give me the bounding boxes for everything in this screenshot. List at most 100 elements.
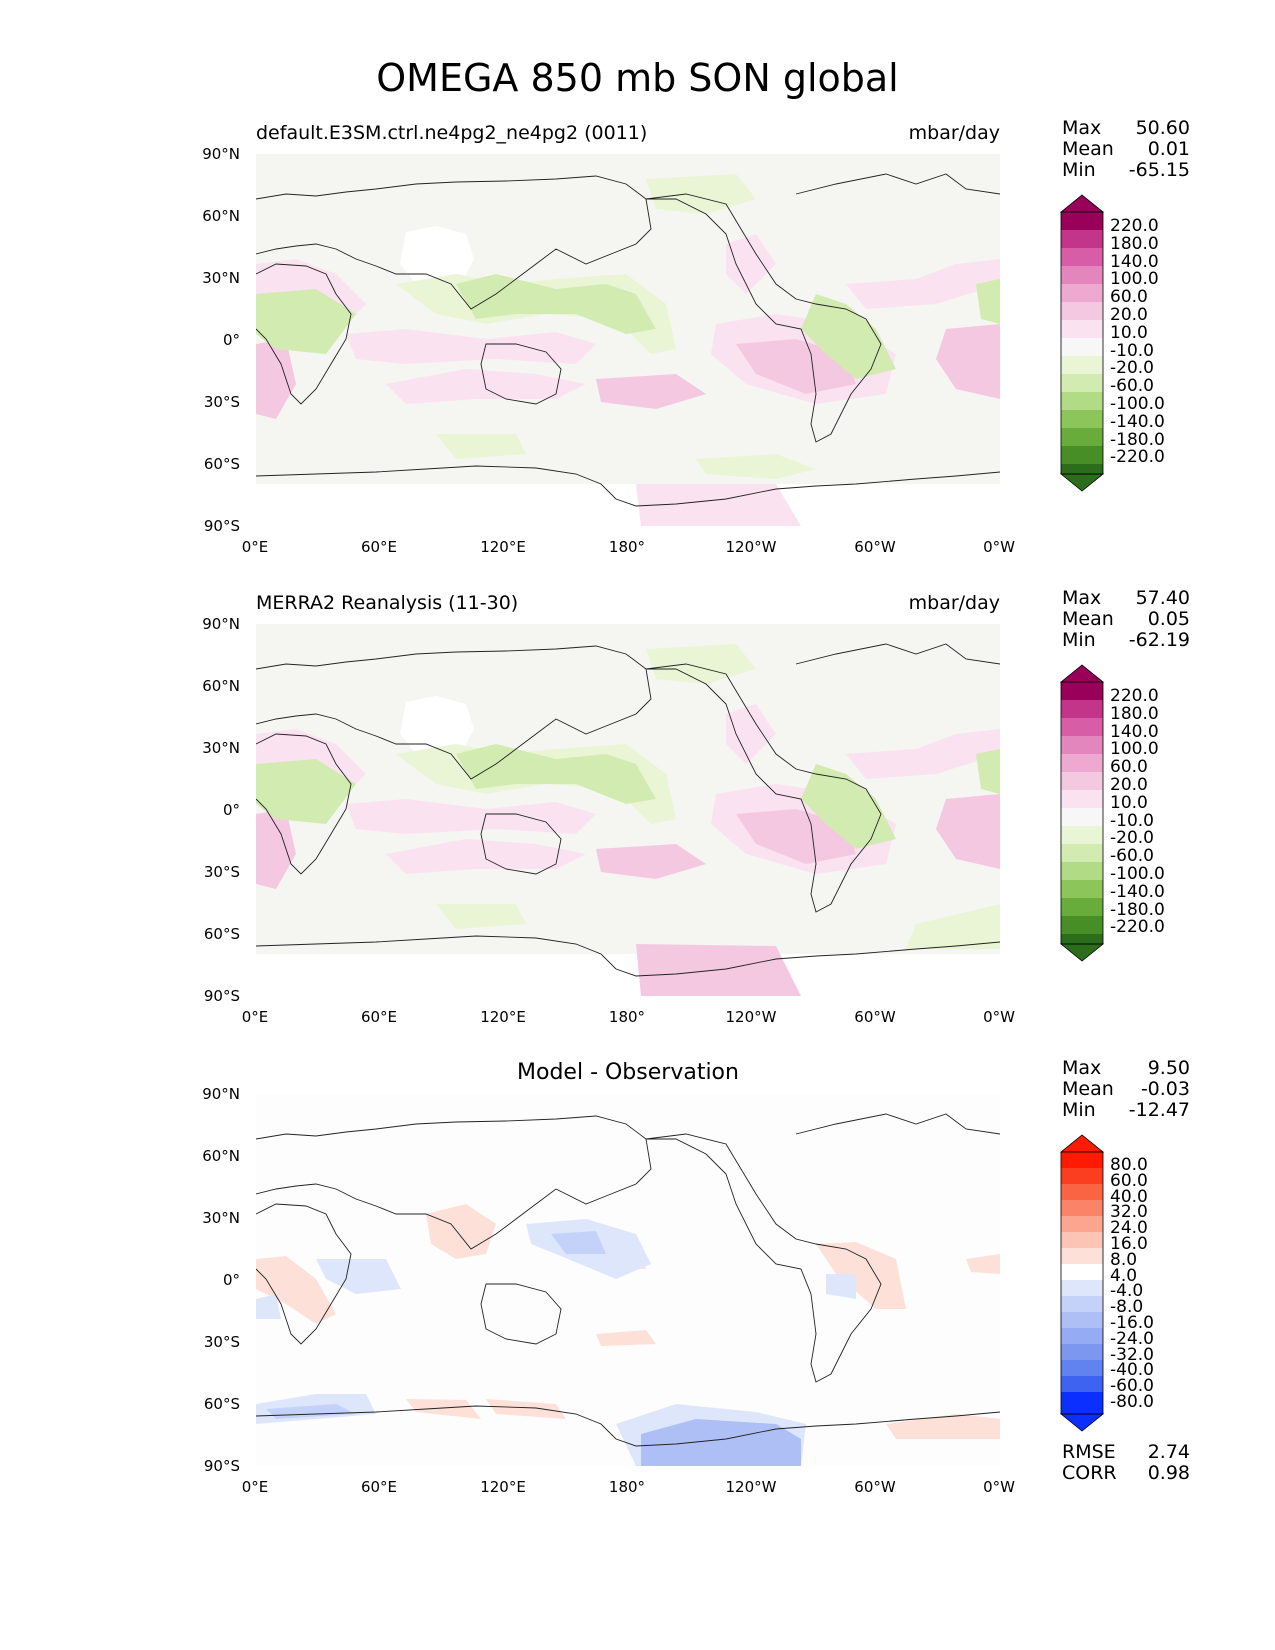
colorbar-label: 180.0 [1110,233,1159,254]
map-test-svg [255,154,1001,526]
panel-title-reference: MERRA2 Reanalysis (11-30) [256,592,519,614]
lon-tick: 0°E [241,1008,269,1026]
colorbar-swatch [1061,356,1103,374]
colorbar-swatch [1061,1184,1103,1200]
colorbar-extend-bottom [1059,473,1105,492]
colorbar-label: -20.0 [1110,358,1154,379]
lon-tick: 120°E [480,538,526,556]
colorbar-label: 180.0 [1110,703,1159,724]
stat-value: 2.74 [1147,1441,1190,1463]
lat-tick: 0° [222,1271,240,1289]
stat-value: -62.19 [1128,629,1190,651]
colorbar-extend-top [1059,194,1105,213]
contour-blue [256,1294,281,1319]
panel-title-difference: Model - Observation [517,1060,739,1085]
colorbar-difference-svg [1059,1134,1105,1432]
contour-green [436,904,526,929]
stat-label: Min [1062,1099,1096,1121]
colorbar-label: 4.0 [1110,1265,1138,1286]
colorbar-label: -24.0 [1110,1328,1154,1349]
contour-pink [386,839,586,874]
colorbar-extend-bottom [1059,1413,1105,1432]
colorbar-label: -4.0 [1110,1281,1144,1302]
lon-tick: 120°W [725,1008,777,1026]
panel-title-test: default.E3SM.ctrl.ne4pg2_ne4pg2 (0011) [256,122,648,144]
colorbar-label: -32.0 [1110,1344,1154,1365]
colorbar-label: 16.0 [1110,1233,1148,1254]
contour-pink [386,369,586,404]
lon-tick: 60°E [360,1008,398,1026]
colorbar-extend-bottom [1059,943,1105,962]
map-difference-svg [255,1094,1001,1466]
colorbar-swatch [1061,1264,1103,1280]
colorbar-swatch [1061,772,1103,790]
lat-tick: 90°S [203,987,240,1005]
colorbar-swatch [1061,1232,1103,1248]
contour-green [256,289,356,354]
stat-label: Mean [1062,608,1114,630]
colorbar-label: -20.0 [1110,828,1154,849]
colorbar-label: -140.0 [1110,411,1165,432]
contour-green [256,759,356,824]
stat-value: 0.01 [1147,138,1190,160]
colorbar-label: -180.0 [1110,429,1165,450]
colorbar-label: 60.0 [1110,757,1148,778]
colorbar-label: -40.0 [1110,1360,1154,1381]
colorbar-swatch [1061,446,1103,464]
stat-value: 9.50 [1147,1057,1190,1079]
colorbar-swatch [1061,934,1103,944]
lat-tick: 90°S [203,517,240,535]
colorbar-swatch [1061,826,1103,844]
lat-tick: 60°N [202,207,240,225]
contour-red [256,1256,336,1324]
colorbar-swatch [1061,1152,1103,1168]
colorbar-label: -80.0 [1110,1391,1154,1412]
colorbar-label: 20.0 [1110,774,1148,795]
antarctica-mask [256,954,1000,996]
colorbar-swatch [1061,916,1103,934]
colorbar-label: 80.0 [1110,1155,1148,1175]
lat-tick: 90°S [203,1457,240,1475]
contour-pink [256,339,296,419]
lon-tick: 60°E [360,1478,398,1496]
contour-green [976,749,1000,794]
lon-tick: 0°W [983,1478,1015,1496]
colorbar-label: 100.0 [1110,269,1159,290]
lon-tick: 0°W [983,538,1015,556]
colorbar-difference [1059,1134,1110,1436]
colorbar-swatch [1061,248,1103,266]
colorbar-label: 60.0 [1110,1170,1148,1191]
contour-pink [936,324,1000,399]
contour-pink [636,484,801,526]
colorbar-extend-top [1059,664,1105,683]
contour-pink [346,799,596,834]
lat-tick: 60°N [202,1147,240,1165]
contour-blue [316,1259,401,1294]
contour-red [426,1204,496,1259]
lat-tick: 30°S [203,1333,240,1351]
colorbar-swatch [1061,410,1103,428]
colorbar-swatch [1061,338,1103,356]
coastlines [255,643,1001,977]
colorbar-label: 10.0 [1110,322,1148,343]
contour-pink [846,729,1000,779]
contour-pink [936,794,1000,869]
stat-label: RMSE [1062,1441,1116,1463]
colorbar-swatch [1061,320,1103,338]
colorbar-label: -100.0 [1110,393,1165,414]
lon-tick: 120°W [725,1478,777,1496]
stats-test: Max 50.60 Mean 0.01 Min -65.15 [1062,118,1190,181]
lat-tick: 60°S [203,925,240,943]
contour-red [966,1254,1000,1274]
colorbar-label: -16.0 [1110,1312,1154,1333]
contour-pink [596,374,706,409]
colorbar-swatch [1061,1296,1103,1312]
colorbar-swatch [1061,1200,1103,1216]
colorbar-label: -60.0 [1110,846,1154,867]
colorbar-label: 40.0 [1110,1186,1148,1207]
colorbar-label: 220.0 [1110,216,1159,236]
panel-units-test: mbar/day [908,122,1000,144]
lon-tick: 120°E [480,1008,526,1026]
panel-units-reference: mbar/day [908,592,1000,614]
contour-red [886,1414,1000,1439]
